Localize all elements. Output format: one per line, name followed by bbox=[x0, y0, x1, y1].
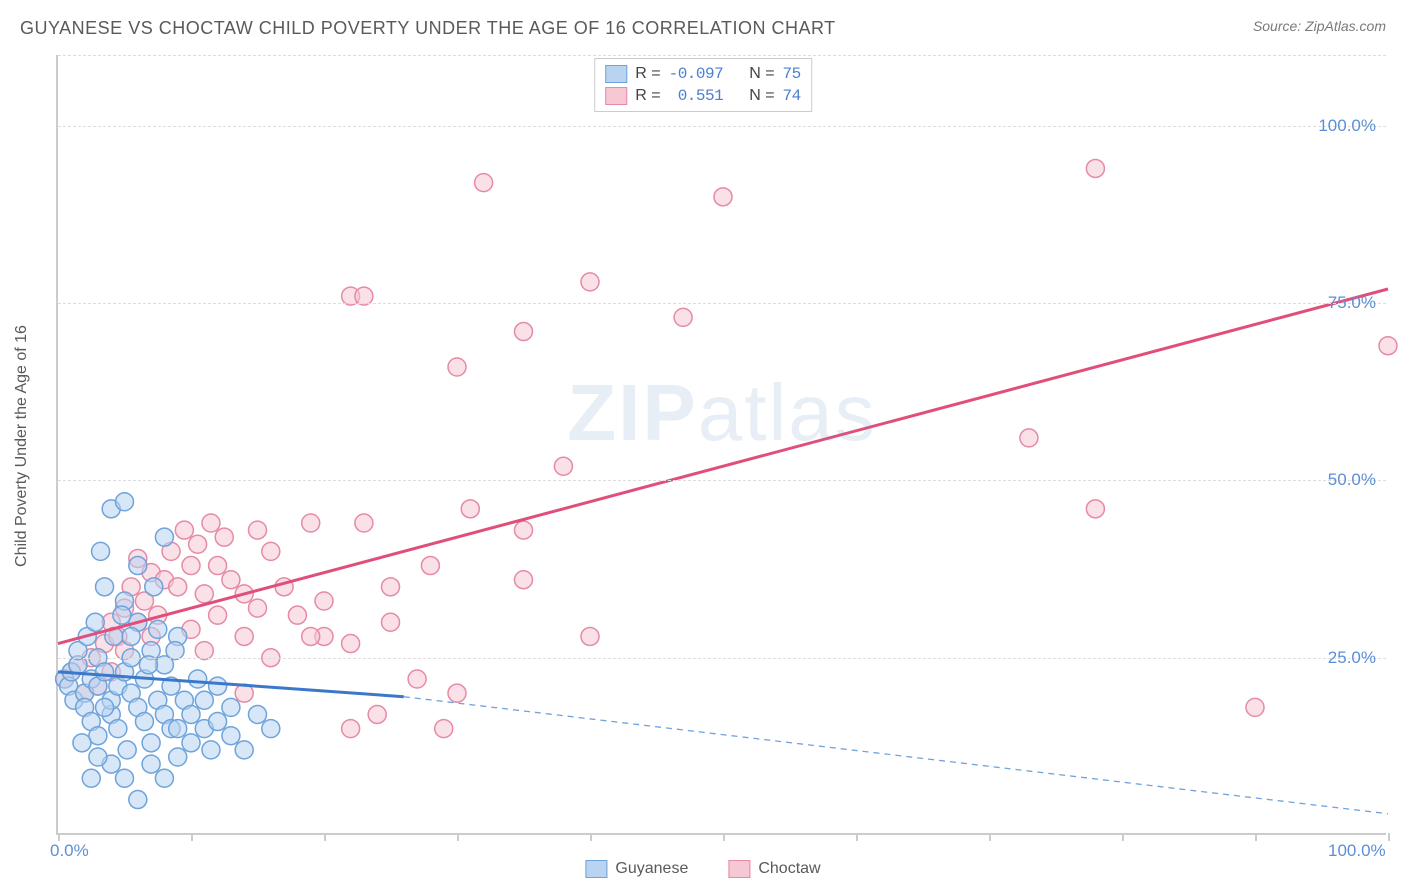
legend-stats: R = -0.097 N = 75 R = 0.551 N = 74 bbox=[594, 58, 812, 112]
n-label: N = bbox=[749, 65, 774, 83]
x-tick-label: 0.0% bbox=[50, 841, 89, 861]
x-tick-label: 100.0% bbox=[1328, 841, 1386, 861]
swatch-guyanese-icon bbox=[585, 860, 607, 878]
y-tick-label: 50.0% bbox=[1328, 470, 1376, 490]
r-label: R = bbox=[635, 65, 660, 83]
legend-item-guyanese: Guyanese bbox=[585, 860, 688, 878]
legend-series: Guyanese Choctaw bbox=[585, 860, 820, 878]
legend-label-guyanese: Guyanese bbox=[615, 860, 688, 878]
swatch-guyanese bbox=[605, 65, 627, 83]
y-tick-label: 100.0% bbox=[1318, 116, 1376, 136]
y-axis-label: Child Poverty Under the Age of 16 bbox=[13, 325, 31, 567]
legend-item-choctaw: Choctaw bbox=[728, 860, 820, 878]
n-value-guyanese: 75 bbox=[783, 65, 801, 83]
swatch-choctaw bbox=[605, 87, 627, 105]
chart-source: Source: ZipAtlas.com bbox=[1253, 18, 1386, 34]
chart-plot-area: ZIPatlas 25.0%50.0%75.0%100.0%0.0%100.0% bbox=[56, 55, 1386, 835]
legend-label-choctaw: Choctaw bbox=[758, 860, 820, 878]
legend-stats-row-choctaw: R = 0.551 N = 74 bbox=[605, 85, 801, 107]
r-value-choctaw: 0.551 bbox=[669, 87, 724, 105]
swatch-choctaw-icon bbox=[728, 860, 750, 878]
y-tick-label: 25.0% bbox=[1328, 648, 1376, 668]
chart-header: GUYANESE VS CHOCTAW CHILD POVERTY UNDER … bbox=[20, 18, 1386, 39]
y-tick-label: 75.0% bbox=[1328, 293, 1376, 313]
r-label: R = bbox=[635, 87, 660, 105]
n-label: N = bbox=[749, 87, 774, 105]
r-value-guyanese: -0.097 bbox=[669, 65, 724, 83]
scatter-svg bbox=[58, 55, 1386, 833]
legend-stats-row-guyanese: R = -0.097 N = 75 bbox=[605, 63, 801, 85]
n-value-choctaw: 74 bbox=[783, 87, 801, 105]
chart-title: GUYANESE VS CHOCTAW CHILD POVERTY UNDER … bbox=[20, 18, 836, 39]
